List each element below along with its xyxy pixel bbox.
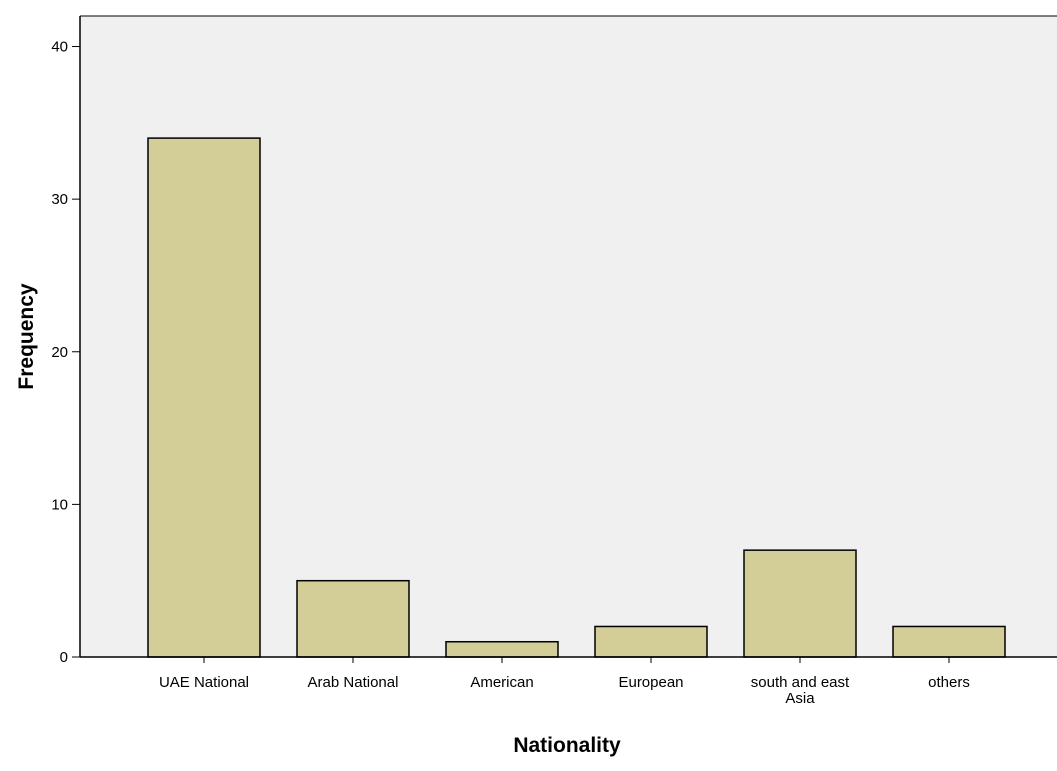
y-tick-label: 20 xyxy=(51,344,68,361)
x-tick-label: European xyxy=(618,674,683,691)
axes-group: UAE National Arab National American Europea… xyxy=(51,15,1057,707)
bar xyxy=(445,640,559,658)
bar xyxy=(594,625,708,658)
x-tick-label: American xyxy=(470,674,533,691)
x-tick-label: south and east Asia xyxy=(751,674,850,707)
bar xyxy=(743,549,857,658)
y-tick-label: 10 xyxy=(51,496,68,513)
x-tick-label: UAE National xyxy=(159,674,249,691)
x-tick-label: Arab National xyxy=(308,674,399,691)
x-tick-label: others xyxy=(928,674,970,691)
bar xyxy=(147,137,261,658)
bar xyxy=(296,579,410,658)
x-axis-title: Nationality xyxy=(513,734,621,757)
y-axis-title: Frequency xyxy=(15,283,38,390)
y-tick-label: 40 xyxy=(51,39,68,56)
y-tick-label: 30 xyxy=(51,191,68,208)
bar xyxy=(892,625,1006,658)
bars-group xyxy=(147,137,1006,658)
y-tick-label: 0 xyxy=(60,649,68,666)
